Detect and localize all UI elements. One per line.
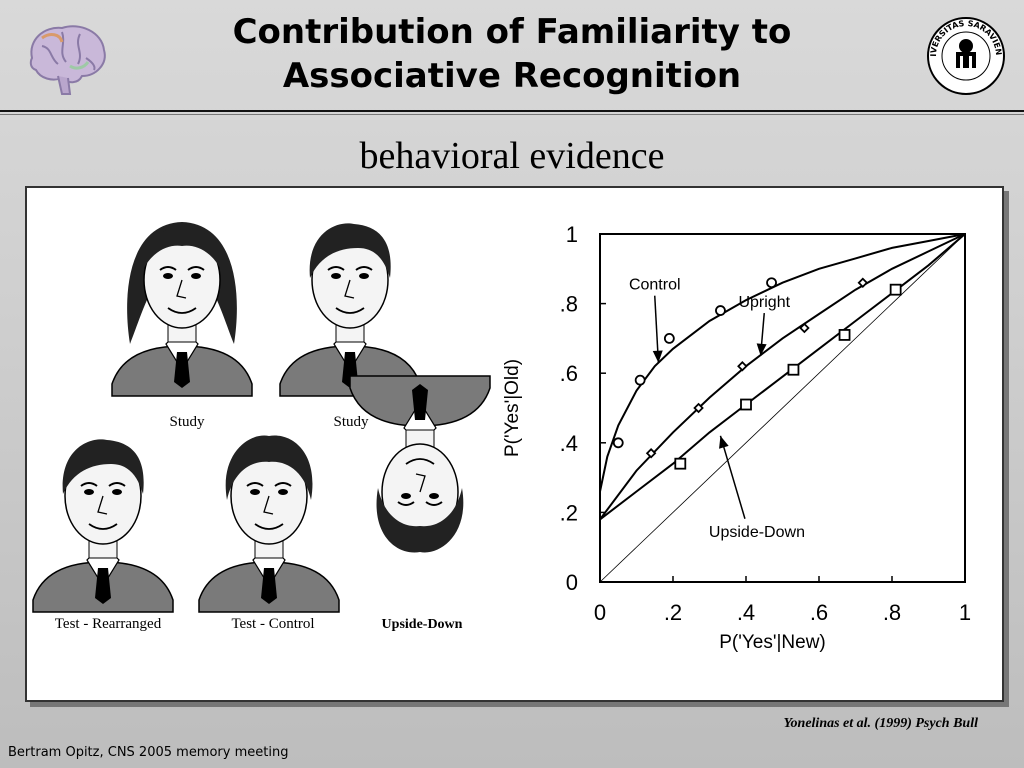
label-upside-down: Upside-Down (381, 617, 463, 632)
x-axis-label: P('Yes'|New) (719, 632, 826, 653)
x-tick-label: .8 (883, 600, 901, 625)
face-test-control (198, 435, 340, 613)
citation: Yonelinas et al. (1999) Psych Bull (783, 716, 978, 731)
header-divider (0, 110, 1024, 112)
title-line-2: Associative Recognition (282, 56, 742, 96)
annotation-arrow-line (719, 435, 746, 519)
slide-title: Contribution of Familiarity to Associati… (150, 10, 874, 98)
y-tick-label: .8 (560, 292, 578, 317)
x-tick-label: .6 (810, 600, 828, 625)
label-study-2: Study (333, 414, 369, 430)
face-illustrations (32, 222, 491, 613)
annotation-arrow-head (652, 350, 663, 363)
chance-diagonal-line (599, 233, 966, 583)
y-tick-label: .6 (560, 361, 578, 386)
data-point-control (663, 332, 675, 344)
title-line-1: Contribution of Familiarity to (232, 12, 792, 52)
annotation-arrow-head (719, 435, 729, 449)
data-point-control (766, 277, 777, 289)
y-tick-label: 0 (566, 570, 578, 595)
series-line-control (599, 233, 966, 492)
x-tick-label: 0 (594, 600, 606, 625)
data-point-upside-down (674, 457, 687, 470)
face-study-2 (279, 223, 421, 397)
data-point-upside-down (838, 329, 851, 341)
slide-header: Contribution of Familiarity to Associati… (0, 0, 1024, 115)
series-line-upside-down (599, 233, 966, 521)
label-test-rearranged: Test - Rearranged (54, 616, 162, 632)
series-line-upright (599, 233, 966, 520)
plot-frame (599, 233, 966, 583)
roc-chart: 0 .2 .4 .6 .8 1 0 .2 .4 .6 .8 1 P('Yes'|New) P('Yes'|… (502, 222, 971, 653)
label-study-1: Study (169, 414, 205, 430)
y-tick-label: 1 (566, 222, 578, 247)
annotation-upside-down: Upside-Down (709, 524, 805, 541)
face-test-rearranged (32, 439, 174, 613)
label-test-control: Test - Control (231, 616, 315, 632)
header-divider-thin (0, 114, 1024, 115)
data-point-upright (737, 360, 748, 372)
figure-panel: Study Study Test - Rearranged Test - Con… (25, 186, 1004, 702)
footer-text: Bertram Opitz, CNS 2005 memory meeting (8, 745, 289, 760)
annotation-arrow-head (756, 343, 767, 356)
x-tick-label: .4 (737, 600, 755, 625)
annotation-upright: Upright (738, 294, 790, 311)
y-tick-label: .4 (560, 431, 578, 456)
annotation-control: Control (629, 277, 681, 294)
data-point-upright (693, 402, 704, 414)
data-point-control (612, 437, 624, 449)
data-point-upside-down (787, 363, 800, 376)
data-point-upright (799, 322, 810, 334)
data-point-upside-down (889, 283, 902, 296)
data-point-upright (645, 447, 657, 459)
brain-logo-icon (29, 25, 106, 95)
y-tick-label: .2 (560, 500, 578, 525)
face-study-1 (111, 222, 253, 397)
face-stimuli: Study Study Test - Rearranged Test - Con… (27, 188, 497, 700)
slide-subtitle: behavioral evidence (359, 135, 665, 177)
face-upside-down (349, 375, 491, 553)
data-point-upright (857, 277, 869, 288)
x-tick-label: .2 (664, 600, 682, 625)
data-point-control (634, 374, 646, 386)
data-point-upside-down (740, 398, 752, 411)
y-axis-label: P('Yes'|Old) (502, 359, 523, 457)
data-point-control (715, 305, 726, 316)
university-seal-logo: UNIVERSITAS SARAVIENSIS (926, 16, 1005, 95)
x-tick-label: 1 (959, 600, 971, 625)
